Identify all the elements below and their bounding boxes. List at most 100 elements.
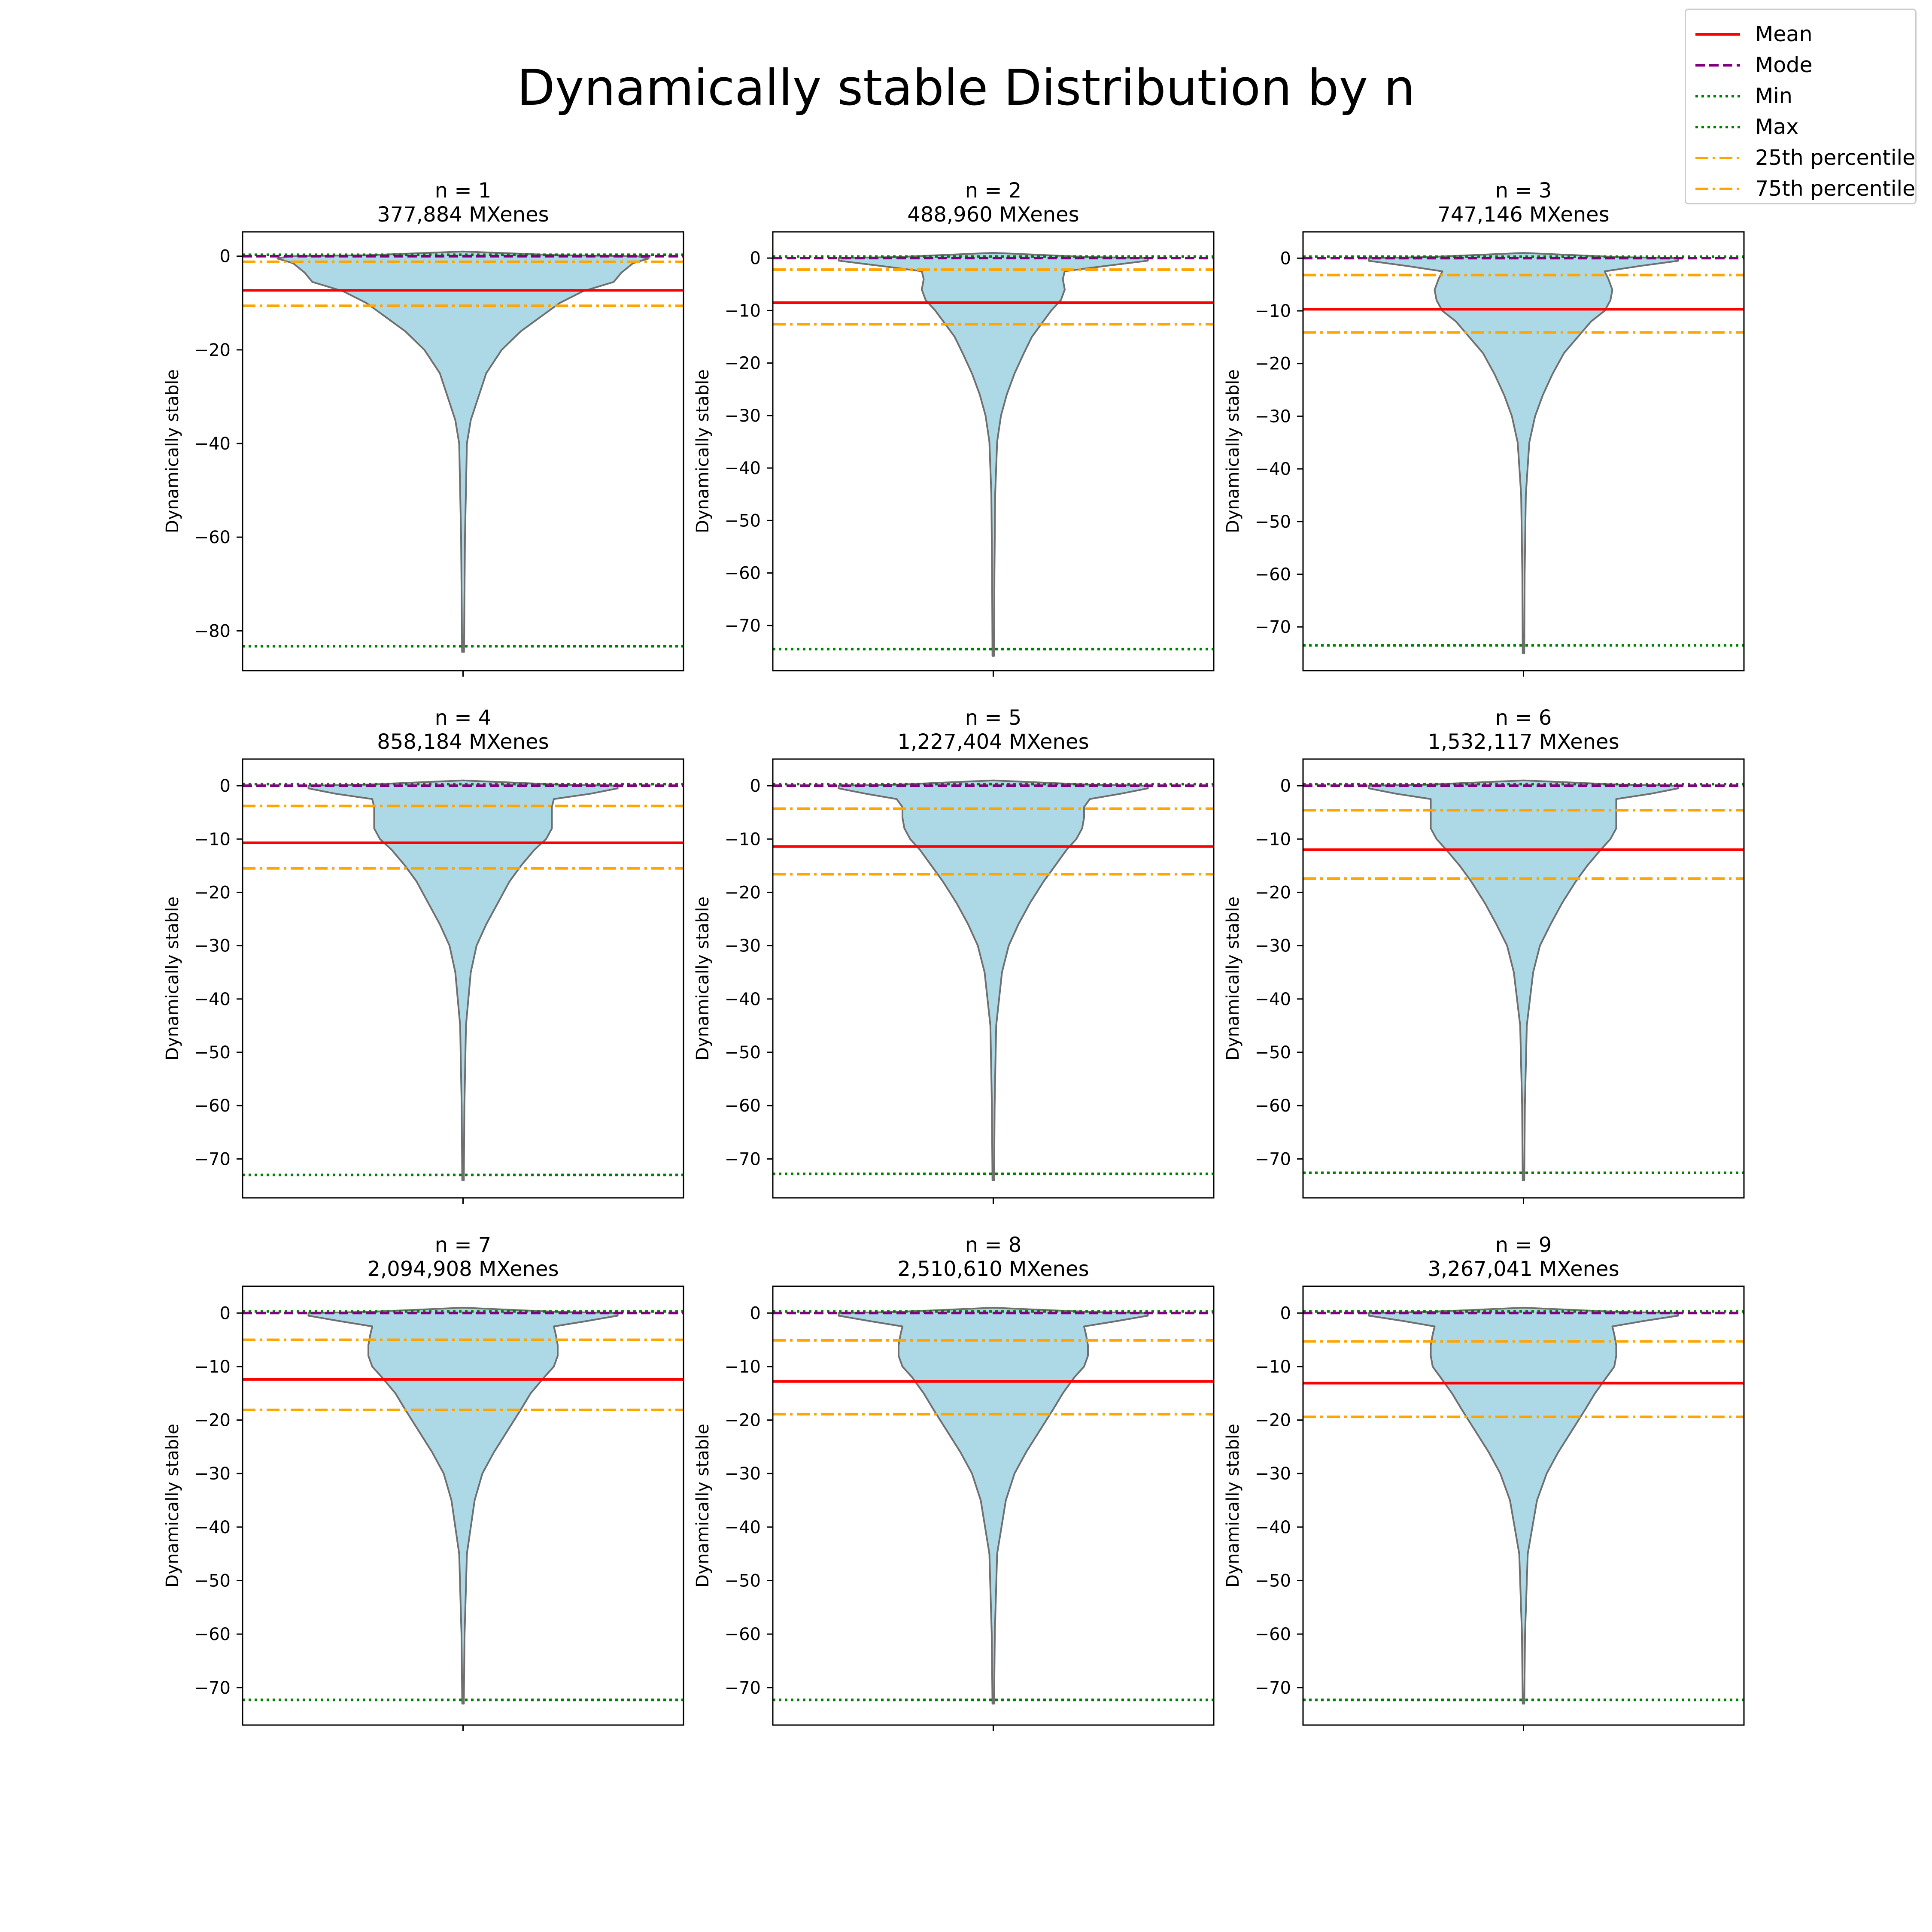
y-tick-label: −50: [725, 1043, 761, 1063]
y-axis-label: Dynamically stable: [1223, 369, 1243, 533]
subplot-subtitle: 2,510,610 MXenes: [897, 1257, 1089, 1281]
y-tick-label: 0: [1280, 1303, 1291, 1323]
subplot-subtitle: 1,227,404 MXenes: [897, 730, 1089, 754]
y-tick-label: −30: [725, 406, 761, 426]
y-tick-label: −30: [725, 1464, 761, 1484]
subplot-3: 0 −10 −20 −30 −40 −50 −60 −70 Dynamically stable…: [1223, 179, 1745, 677]
subplot-title: n = 3: [1495, 179, 1552, 203]
y-tick-label: −60: [194, 1625, 231, 1644]
y-tick-label: −10: [725, 301, 761, 321]
legend-label-max: Max: [1755, 115, 1799, 139]
legend-label-mean: Mean: [1755, 22, 1813, 46]
violin-body: [838, 1306, 1149, 1705]
y-tick-label: −30: [725, 936, 761, 956]
y-tick-label: −30: [1255, 1464, 1291, 1484]
y-tick-label: −70: [1255, 1149, 1291, 1169]
y-axis-label: Dynamically stable: [693, 1424, 713, 1588]
subplot-4: 0 −10 −20 −30 −40 −50 −60 −70 Dynamically stable…: [163, 706, 684, 1204]
y-tick-label: −50: [1255, 1043, 1291, 1063]
y-tick-label: −70: [725, 1678, 761, 1698]
subplot-7: 0 −10 −20 −30 −40 −50 −60 −70 Dynamically stable…: [163, 1233, 684, 1731]
y-tick-label: 0: [750, 1303, 761, 1323]
subplot-subtitle: 377,884 MXenes: [377, 203, 549, 227]
y-tick-label: 0: [1280, 776, 1291, 796]
y-tick-label: −40: [725, 459, 761, 478]
subplot-title: n = 6: [1495, 706, 1552, 730]
subplot-title: n = 4: [435, 706, 492, 730]
y-tick-label: −40: [725, 1518, 761, 1537]
y-tick-label: −40: [194, 434, 231, 454]
y-tick-label: −50: [194, 1043, 231, 1063]
legend-item-max: Max: [1686, 111, 1915, 142]
y-axis-label: Dynamically stable: [163, 369, 182, 533]
y-tick-label: −40: [194, 990, 231, 1009]
y-tick-label: −60: [725, 564, 761, 583]
y-tick-label: −50: [1255, 1571, 1291, 1591]
subplot-title: n = 9: [1495, 1233, 1552, 1257]
y-tick-label: −40: [1255, 459, 1291, 479]
violin-body: [276, 250, 650, 653]
min-line-swatch: [1695, 95, 1740, 97]
y-tick-label: −10: [194, 829, 231, 849]
legend-label-mode: Mode: [1755, 53, 1813, 77]
legend-item-min: Min: [1686, 80, 1915, 111]
subplot-title: n = 5: [965, 706, 1022, 730]
y-tick-label: −60: [194, 528, 231, 547]
y-tick-label: −40: [194, 1518, 231, 1537]
y-tick-label: −80: [194, 621, 231, 641]
mean-line-swatch: [1695, 33, 1740, 36]
subplot-title: n = 2: [965, 179, 1022, 203]
violin-body: [307, 1306, 619, 1705]
legend: Mean Mode Min Max 25th percentile 75th p…: [1685, 9, 1917, 204]
y-tick-label: −40: [1255, 1518, 1291, 1537]
y-tick-label: −70: [1255, 1678, 1291, 1698]
y-tick-label: 0: [220, 247, 231, 267]
legend-label-min: Min: [1755, 84, 1792, 108]
violin-body: [838, 779, 1149, 1181]
y-tick-label: −70: [1255, 617, 1291, 637]
p25-line-swatch: [1695, 157, 1740, 159]
p75-line-swatch: [1695, 188, 1740, 190]
y-tick-label: −10: [1255, 301, 1291, 321]
y-axis-label: Dynamically stable: [163, 1424, 182, 1588]
subplot-6: 0 −10 −20 −30 −40 −50 −60 −70 Dynamically stable…: [1223, 706, 1745, 1204]
violin-body: [1368, 1306, 1679, 1705]
y-axis-label: Dynamically stable: [693, 369, 713, 533]
subplot-1: 0 −20 −40 −60 −80 Dynamically stable n = 1377,…: [163, 179, 684, 677]
y-tick-label: −60: [725, 1625, 761, 1644]
legend-item-p25: 25th percentile: [1686, 142, 1915, 173]
y-tick-label: −70: [725, 1149, 761, 1169]
violin-body: [1368, 779, 1679, 1181]
violin-body: [307, 779, 619, 1181]
subplot-subtitle: 488,960 MXenes: [907, 203, 1079, 227]
y-tick-label: −30: [194, 936, 231, 956]
legend-item-p75: 75th percentile: [1686, 173, 1915, 204]
y-tick-label: −20: [194, 1411, 231, 1431]
y-tick-label: −20: [194, 883, 231, 902]
subplot-title: n = 8: [965, 1233, 1022, 1257]
y-tick-label: −60: [1255, 1096, 1291, 1116]
y-tick-label: −40: [725, 990, 761, 1009]
y-tick-label: 0: [1280, 249, 1291, 268]
y-tick-label: −10: [725, 1357, 761, 1377]
y-axis-label: Dynamically stable: [1223, 1424, 1243, 1588]
y-tick-label: −70: [194, 1678, 231, 1698]
y-tick-label: −50: [1255, 512, 1291, 532]
subplot-5: 0 −10 −20 −30 −40 −50 −60 −70 Dynamically stable…: [693, 706, 1215, 1204]
subplot-2: 0 −10 −20 −30 −40 −50 −60 −70 Dynamically stable…: [693, 179, 1215, 677]
y-tick-label: −30: [1255, 936, 1291, 956]
legend-label-p25: 25th percentile: [1755, 146, 1916, 170]
y-tick-label: −20: [725, 354, 761, 374]
y-tick-label: −20: [1255, 354, 1291, 374]
subplot-subtitle: 747,146 MXenes: [1437, 203, 1609, 227]
y-tick-label: 0: [220, 1303, 231, 1323]
y-tick-label: −60: [194, 1096, 231, 1116]
violin-body: [1368, 252, 1679, 654]
y-tick-label: −70: [725, 616, 761, 636]
page-title: Dynamically stable Distribution by n: [517, 59, 1415, 117]
y-tick-label: −20: [1255, 883, 1291, 902]
subplot-8: 0 −10 −20 −30 −40 −50 −60 −70 Dynamically stable…: [693, 1233, 1215, 1731]
mode-line-swatch: [1695, 64, 1740, 67]
y-tick-label: −10: [1255, 829, 1291, 849]
